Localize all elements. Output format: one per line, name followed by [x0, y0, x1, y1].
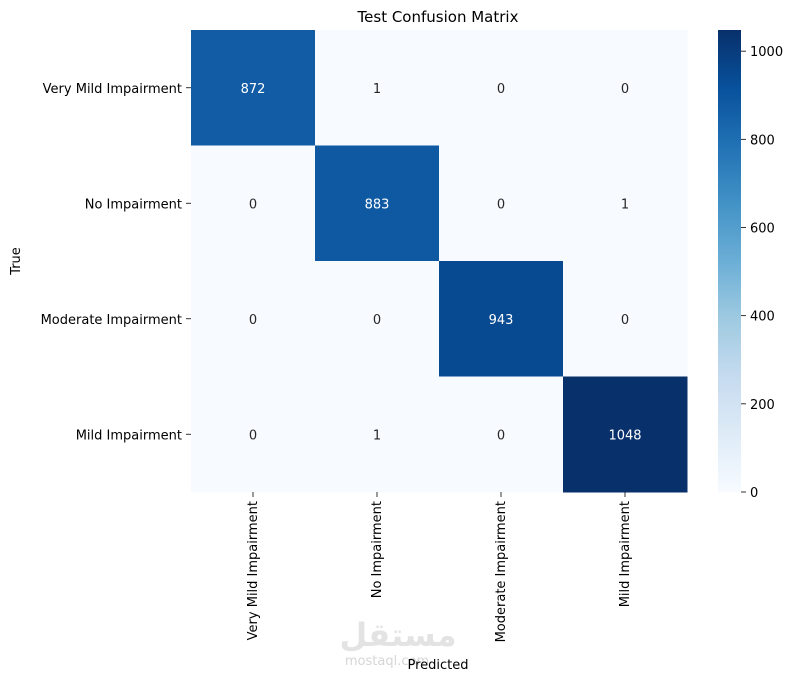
cell-r3-c1: [315, 376, 440, 493]
heatmap-cell-labels: 872 1 0 0 0 883 0 1 0 0 943 0 0 1 0 1048: [241, 82, 642, 444]
cell-value-r1-c2: 0: [497, 197, 505, 212]
colorbar-tick-label: 0: [750, 486, 758, 501]
cell-value-r3-c0: 0: [249, 428, 257, 443]
cell-value-r0-c1: 1: [373, 82, 381, 97]
watermark-logo: مستقل: [339, 616, 456, 654]
watermark: مستقل mostaql.com: [339, 616, 456, 669]
colorbar-ticks: 0 200 400 600 800 1000: [741, 45, 783, 501]
cell-r2-c2: [439, 261, 564, 377]
cell-r2-c3: [563, 261, 688, 377]
y-axis-title: True: [9, 247, 24, 276]
cell-r1-c1: [315, 145, 440, 262]
x-tick-label: No Impairment: [370, 501, 385, 598]
cell-r3-c3: [563, 376, 688, 493]
cell-value-r2-c1: 0: [373, 313, 381, 328]
cell-value-r2-c3: 0: [621, 313, 629, 328]
cell-value-r0-c3: 0: [621, 82, 629, 97]
cell-r3-c2: [439, 376, 564, 493]
cell-value-r1-c3: 1: [621, 197, 629, 212]
y-axis-ticks: Very Mild Impairment No Impairment Moderat…: [41, 82, 191, 443]
x-axis-ticks: Very Mild Impairment No Impairment Moderat…: [246, 492, 633, 642]
x-tick-label: Moderate Impairment: [494, 501, 509, 642]
watermark-site: mostaql.com: [345, 654, 429, 669]
colorbar-tick-label: 200: [750, 398, 775, 413]
cell-r0-c3: [563, 30, 688, 146]
cell-value-r1-c1: 883: [365, 197, 390, 212]
colorbar-tick-label: 600: [750, 221, 775, 236]
heatmap-cells: [191, 30, 688, 493]
cell-r0-c2: [439, 30, 564, 146]
chart-title: Test Confusion Matrix: [357, 8, 519, 26]
cell-value-r0-c0: 872: [241, 82, 266, 97]
cell-value-r2-c0: 0: [249, 313, 257, 328]
cell-r2-c0: [191, 261, 316, 377]
cell-value-r2-c2: 943: [489, 313, 514, 328]
x-axis-title: Predicted: [407, 658, 468, 673]
cell-value-r3-c2: 0: [497, 428, 505, 443]
cell-value-r1-c0: 0: [249, 197, 257, 212]
x-tick-label: Mild Impairment: [618, 501, 633, 607]
y-tick-label: No Impairment: [85, 197, 182, 212]
cell-r1-c0: [191, 145, 316, 262]
cell-r1-c2: [439, 145, 564, 262]
colorbar-tick-label: 1000: [750, 45, 783, 60]
y-tick-label: Mild Impairment: [76, 428, 182, 443]
colorbar-tick-label: 800: [750, 133, 775, 148]
colorbar: [718, 30, 741, 492]
cell-value-r3-c1: 1: [373, 428, 381, 443]
cell-value-r3-c3: 1048: [608, 428, 641, 443]
cell-r3-c0: [191, 376, 316, 493]
y-tick-label: Moderate Impairment: [41, 313, 182, 328]
cell-r1-c3: [563, 145, 688, 262]
colorbar-tick-label: 400: [750, 310, 775, 325]
cell-r2-c1: [315, 261, 440, 377]
x-tick-label: Very Mild Impairment: [246, 501, 261, 640]
y-tick-label: Very Mild Impairment: [43, 82, 182, 97]
cell-r0-c1: [315, 30, 440, 146]
cell-value-r0-c2: 0: [497, 82, 505, 97]
cell-r0-c0: [191, 30, 316, 146]
